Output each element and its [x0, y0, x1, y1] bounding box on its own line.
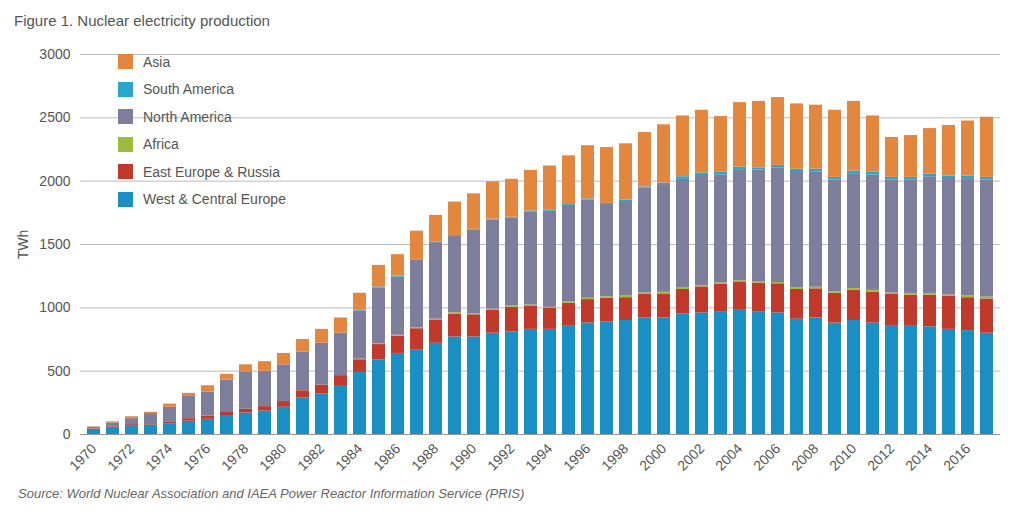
svg-text:1990: 1990	[446, 440, 479, 473]
svg-text:1970: 1970	[66, 440, 99, 473]
svg-text:2006: 2006	[750, 440, 783, 473]
svg-text:2014: 2014	[902, 440, 935, 473]
html-text:Source: World Nuclear Associat: Source: World Nuclear Association and IA…	[18, 486, 525, 501]
svg-text:1974: 1974	[142, 440, 175, 473]
svg-text:2012: 2012	[864, 440, 897, 473]
svg-text:1980: 1980	[256, 440, 289, 473]
html-text:East Europe & Russia: East Europe & Russia	[143, 163, 280, 180]
svg-text:1992: 1992	[484, 440, 517, 473]
svg-text:1972: 1972	[104, 440, 137, 473]
svg-text:TWh: TWh	[15, 230, 31, 260]
html-text:West & Central Europe: West & Central Europe	[143, 191, 286, 208]
html-text:Africa: Africa	[143, 136, 179, 153]
svg-text:1976: 1976	[180, 440, 213, 473]
svg-text:1984: 1984	[332, 440, 365, 473]
svg-text:1500: 1500	[39, 236, 70, 252]
svg-text:1986: 1986	[370, 440, 403, 473]
svg-text:0: 0	[63, 426, 71, 442]
html-text:Figure 1. Nuclear electricity: Figure 1. Nuclear electricity production	[14, 12, 270, 29]
svg-text:1982: 1982	[294, 440, 327, 473]
svg-text:3000: 3000	[39, 46, 70, 62]
svg-text:2000: 2000	[39, 173, 70, 189]
svg-text:1988: 1988	[408, 440, 441, 473]
svg-text:2004: 2004	[712, 440, 745, 473]
svg-text:1978: 1978	[218, 440, 251, 473]
svg-text:1994: 1994	[522, 440, 555, 473]
svg-text:1998: 1998	[598, 440, 631, 473]
svg-text:2500: 2500	[39, 109, 70, 125]
svg-text:500: 500	[47, 363, 71, 379]
svg-text:2002: 2002	[674, 440, 707, 473]
svg-text:2008: 2008	[788, 440, 821, 473]
svg-text:2000: 2000	[636, 440, 669, 473]
svg-text:2010: 2010	[826, 440, 859, 473]
svg-text:2016: 2016	[940, 440, 973, 473]
html-text:North America: North America	[143, 108, 232, 125]
svg-text:1996: 1996	[560, 440, 593, 473]
svg-text:1000: 1000	[39, 299, 70, 315]
html-text:Asia: Asia	[143, 53, 171, 70]
html-text:South America: South America	[143, 81, 235, 98]
